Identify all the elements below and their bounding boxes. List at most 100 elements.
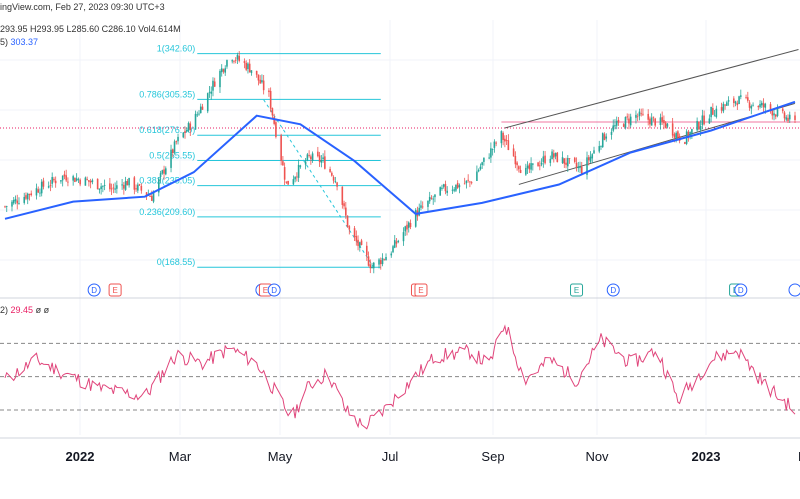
candle-body: [91, 180, 94, 183]
candle-body: [346, 215, 349, 227]
candle-body: [199, 106, 202, 114]
candle-body: [736, 103, 739, 106]
candle-body: [121, 184, 123, 186]
candle-body: [553, 153, 555, 158]
candle-body: [79, 179, 81, 185]
candle-body: [103, 185, 106, 186]
dividend-marker: [734, 283, 748, 297]
candle-body: [715, 108, 718, 117]
candle-body: [210, 91, 213, 94]
candle-body: [453, 189, 455, 191]
candle-body: [345, 207, 347, 216]
candle-body: [629, 116, 632, 126]
candle-body: [54, 180, 57, 184]
candle-body: [355, 236, 358, 242]
candle-body: [439, 187, 441, 196]
candle-body: [577, 166, 580, 169]
candle-body: [580, 166, 583, 174]
candle-body: [442, 184, 445, 187]
candle-body: [628, 118, 630, 124]
x-axis-tick-label: Nov: [585, 449, 609, 464]
candle-body: [636, 116, 639, 118]
candle-body: [733, 98, 735, 103]
candle-body: [367, 256, 370, 266]
candle-body: [568, 158, 571, 160]
candle-body: [518, 166, 520, 170]
candle-body: [308, 155, 310, 156]
candle-body: [481, 162, 483, 166]
candle-body: [673, 134, 676, 138]
candle-body: [306, 154, 309, 161]
candle-body: [359, 242, 361, 248]
candle-body: [331, 172, 333, 176]
candle-body: [61, 175, 64, 181]
candle-body: [390, 253, 393, 256]
candle-body: [49, 185, 52, 186]
x-axis-tick-label: 2022: [66, 449, 95, 464]
rsi-extra: ø ø: [35, 305, 50, 315]
candle-body: [280, 135, 282, 161]
candle-body: [18, 203, 20, 204]
candle-body: [322, 157, 324, 160]
dividend-marker: [606, 283, 620, 297]
candle-body: [617, 119, 620, 123]
candle-body: [781, 108, 784, 112]
candle-body: [126, 180, 129, 186]
chart-source-line: ingView.com, Feb 27, 2023 09:30 UTC+3: [0, 2, 165, 12]
channel-upper-line: [504, 48, 799, 129]
candle-body: [185, 130, 188, 132]
fib-level-label: 0.5(255.55): [149, 150, 195, 160]
candle-body: [495, 142, 497, 144]
candle-body: [774, 114, 777, 117]
candle-body: [663, 120, 665, 124]
rsi-panel: [0, 324, 800, 430]
candle-body: [544, 155, 546, 164]
candle-body: [371, 266, 373, 269]
candle-body: [112, 187, 115, 189]
candle-body: [282, 161, 284, 166]
candle-body: [138, 184, 141, 186]
candle-body: [234, 59, 237, 61]
candle-body: [379, 260, 382, 265]
candle-body: [224, 68, 227, 73]
candle-body: [615, 120, 618, 126]
candle-body: [158, 178, 160, 193]
event-marker-label: E: [112, 286, 117, 295]
candle-body: [542, 156, 545, 162]
candle-body: [365, 245, 368, 256]
candle-body: [579, 166, 581, 169]
rsi-line: [4, 324, 796, 430]
candle-body: [605, 136, 608, 139]
candle-body: [47, 186, 50, 188]
candle-body: [285, 181, 288, 183]
candle-body: [222, 69, 225, 72]
candle-body: [11, 201, 13, 207]
candle-body: [152, 192, 155, 202]
candle-body: [247, 63, 249, 70]
candle-body: [226, 60, 228, 67]
candle-body: [512, 148, 515, 157]
candle-body: [458, 185, 461, 188]
candle-body: [26, 193, 29, 200]
candle-body: [708, 118, 711, 124]
candle-body: [196, 114, 199, 116]
candle-body: [687, 131, 690, 138]
candle-body: [271, 108, 274, 116]
candle-body: [243, 61, 246, 63]
candle-body: [299, 165, 302, 167]
candle-body: [385, 257, 387, 261]
candle-body: [25, 195, 27, 199]
candle-body: [759, 103, 761, 108]
candle-body: [212, 80, 214, 91]
candle-body: [762, 103, 765, 108]
candle-body: [14, 198, 17, 202]
candle-body: [238, 55, 241, 61]
rsi-label: 2): [0, 305, 9, 315]
candle-body: [65, 175, 67, 181]
candle-body: [500, 131, 503, 144]
candle-body: [320, 159, 323, 163]
candle-body: [537, 162, 539, 167]
candle-body: [42, 180, 45, 187]
candle-body: [776, 109, 779, 116]
candle-body: [684, 142, 686, 144]
